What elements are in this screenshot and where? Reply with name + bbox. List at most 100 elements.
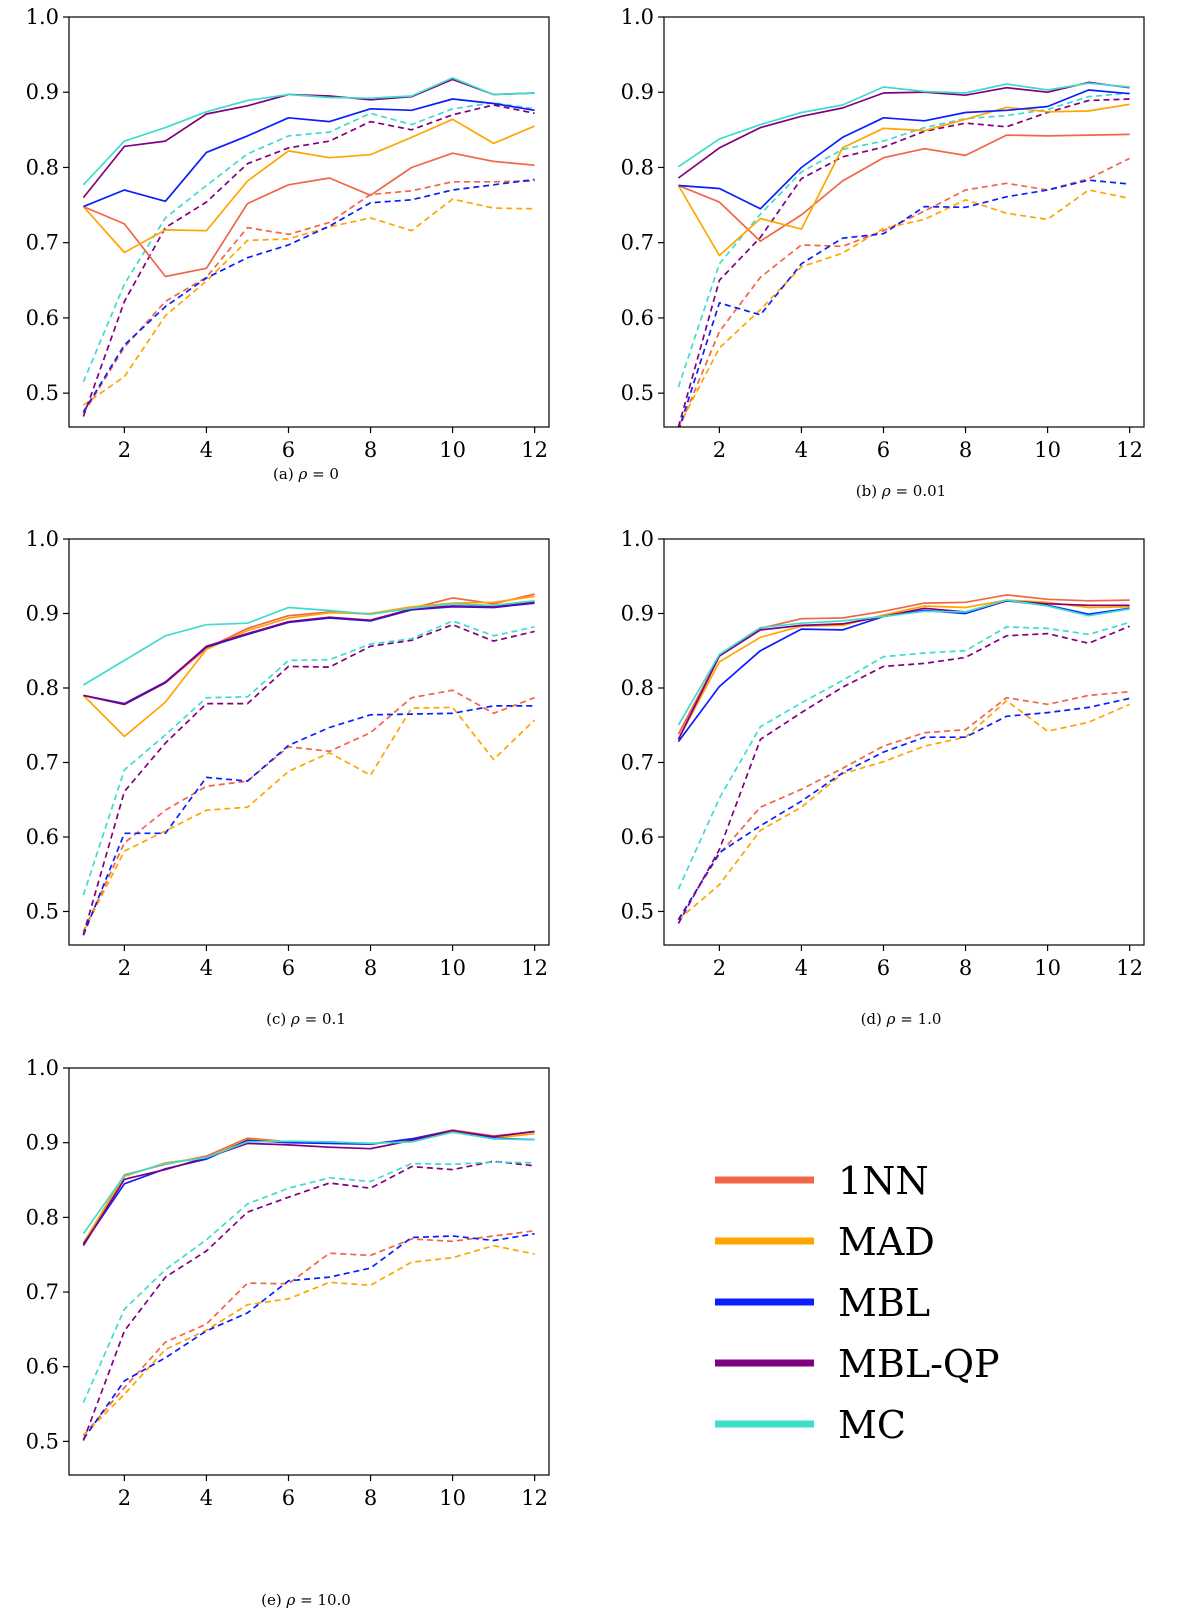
series-line-mbl-solid <box>678 89 1130 210</box>
y-tick-label: 0.8 <box>621 676 654 700</box>
x-tick-label: 4 <box>200 956 213 980</box>
series-line-mbl-solid <box>677 599 1130 743</box>
series-line-mc-solid <box>82 77 535 186</box>
y-tick-label: 1.0 <box>621 527 654 551</box>
series-line-1nn-dashed <box>82 180 535 414</box>
series-line-mad-dashed <box>677 699 1130 921</box>
series-line-1nn-dashed <box>82 689 535 932</box>
x-tick-label: 2 <box>118 438 131 462</box>
y-tick-label: 1.0 <box>26 1056 59 1080</box>
y-tick-label: 0.7 <box>26 1280 59 1304</box>
x-tick-label: 8 <box>959 438 972 462</box>
series-line-mad-solid <box>82 1131 535 1244</box>
y-tick-label: 0.8 <box>26 155 59 179</box>
x-tick-label: 12 <box>521 438 548 462</box>
chart-panel-a: 2 4 6 8 10 12 0.5 0.6 0.7 0.8 0.9 1.0 (a) ρ = 0 <box>26 5 550 483</box>
x-tick-label: 10 <box>439 956 466 980</box>
x-tick-label: 2 <box>118 956 131 980</box>
caption-value: = 0.1 <box>300 1010 346 1028</box>
series-line-mbl-qp-solid <box>677 81 1130 179</box>
series-line-mad-solid <box>677 599 1130 740</box>
x-tick-label: 10 <box>1034 438 1061 462</box>
x-tick-label: 6 <box>282 1486 295 1510</box>
series-line-mad-solid <box>82 595 535 738</box>
y-tick-label: 0.5 <box>26 381 59 405</box>
y-tick-label: 0.7 <box>621 231 654 255</box>
series-line-mbl-solid <box>83 98 535 208</box>
series-line-mc-dashed <box>677 92 1130 388</box>
caption-label: (a) <box>273 465 298 483</box>
caption-variable: ρ <box>286 1591 296 1609</box>
y-tick-label: 0.9 <box>26 80 59 104</box>
series-line-mc-dashed <box>82 101 535 383</box>
series-line-mbl-qp-dashed <box>82 623 535 935</box>
series-line-1nn-dashed <box>678 157 1130 427</box>
x-tick-label: 12 <box>521 1486 548 1510</box>
x-tick-label: 4 <box>795 956 808 980</box>
series-line-mbl-qp-dashed <box>82 104 535 417</box>
legend-label-mbl: MBL <box>838 1281 930 1325</box>
x-tick-label: 8 <box>959 956 972 980</box>
series-line-mc-solid <box>82 1131 535 1235</box>
series-line-mbl-qp-dashed <box>677 98 1130 427</box>
y-tick-label: 1.0 <box>621 5 654 29</box>
caption-value: = 0.01 <box>891 482 947 500</box>
series-line-mc-dashed <box>677 621 1130 890</box>
x-tick-label: 8 <box>364 956 377 980</box>
x-tick-label: 4 <box>200 438 213 462</box>
y-tick-label: 0.5 <box>621 381 654 405</box>
y-tick-label: 0.5 <box>26 899 59 923</box>
panel-caption: (a) ρ = 0 <box>273 465 339 483</box>
x-tick-label: 6 <box>282 438 295 462</box>
y-tick-label: 0.8 <box>621 155 654 179</box>
x-tick-label: 2 <box>118 1486 131 1510</box>
caption-label: (c) <box>266 1010 291 1028</box>
legend-label-mbl-qp: MBL-QP <box>838 1342 1000 1386</box>
series-line-mad-dashed <box>677 189 1130 427</box>
series-line-mbl-qp-solid <box>82 78 535 199</box>
axes-frame <box>663 16 1145 428</box>
y-tick-label: 0.9 <box>26 1131 59 1155</box>
series-line-1nn-solid <box>82 1129 535 1244</box>
series-line-mad-dashed <box>82 706 536 932</box>
caption-label: (b) <box>856 482 882 500</box>
axes-frame <box>663 538 1145 946</box>
series-line-mbl-qp-dashed <box>82 1160 535 1441</box>
caption-label: (e) <box>261 1591 286 1609</box>
x-tick-label: 6 <box>877 438 890 462</box>
x-tick-label: 8 <box>364 438 377 462</box>
x-tick-label: 8 <box>364 1486 377 1510</box>
series-line-mad-solid <box>677 103 1130 257</box>
series-line-mbl-qp-solid <box>82 1129 535 1247</box>
x-tick-label: 10 <box>439 438 466 462</box>
series-line-1nn-dashed <box>677 690 1130 921</box>
y-tick-label: 0.6 <box>26 825 59 849</box>
y-tick-label: 0.9 <box>621 601 654 625</box>
axes-frame <box>68 538 550 946</box>
caption-label: (d) <box>861 1010 887 1028</box>
series-line-mbl-dashed <box>82 705 535 936</box>
chart-panel-c: 2 4 6 8 10 12 0.5 0.6 0.7 0.8 0.9 1.0 (c) ρ = 0.1 <box>26 527 550 1028</box>
x-tick-label: 2 <box>713 438 726 462</box>
series-line-mad-dashed <box>82 1244 535 1437</box>
y-tick-label: 0.5 <box>621 899 654 923</box>
caption-variable: ρ <box>297 465 307 483</box>
x-tick-label: 2 <box>713 956 726 980</box>
x-tick-label: 6 <box>877 956 890 980</box>
series-line-mc-dashed <box>82 620 535 896</box>
series-line-1nn-solid <box>83 152 535 278</box>
x-tick-label: 12 <box>521 956 548 980</box>
x-tick-label: 6 <box>282 956 295 980</box>
y-tick-label: 1.0 <box>26 527 59 551</box>
series-line-mbl-dashed <box>678 179 1130 427</box>
series-line-mad-solid <box>82 118 535 254</box>
series-line-1nn-solid <box>83 593 535 706</box>
series-line-mc-solid <box>82 599 535 686</box>
panel-caption: (d) ρ = 1.0 <box>861 1010 942 1028</box>
y-tick-label: 0.9 <box>26 601 59 625</box>
caption-value: = 1.0 <box>895 1010 941 1028</box>
series-line-mbl-solid <box>83 602 535 705</box>
x-tick-label: 12 <box>1116 438 1143 462</box>
series-line-mbl-dashed <box>82 178 535 413</box>
